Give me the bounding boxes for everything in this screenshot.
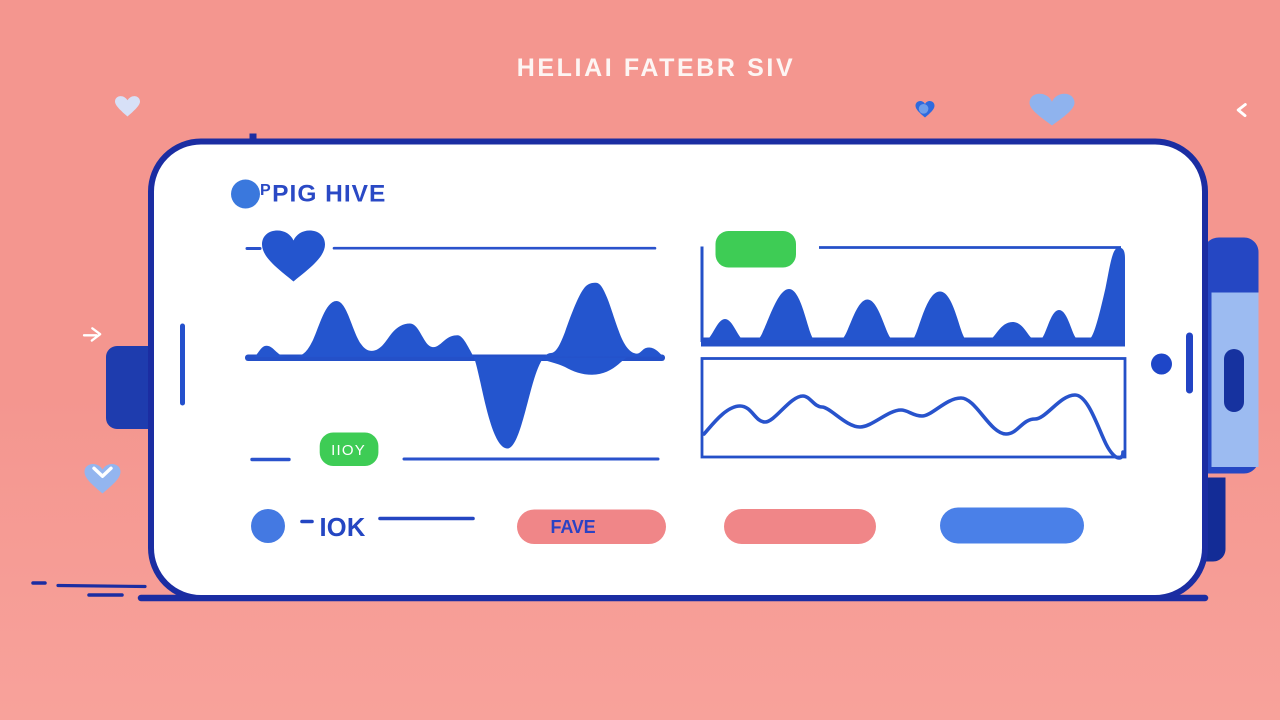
svg-text:IIOY: IIOY bbox=[331, 442, 366, 459]
svg-text:PPIG HIVE: PPIG HIVE bbox=[260, 181, 386, 208]
svg-text:HELIAI FATEBR SIV: HELIAI FATEBR SIV bbox=[517, 54, 795, 82]
svg-text:FAVE: FAVE bbox=[551, 517, 596, 537]
svg-text:IOK: IOK bbox=[320, 514, 366, 542]
